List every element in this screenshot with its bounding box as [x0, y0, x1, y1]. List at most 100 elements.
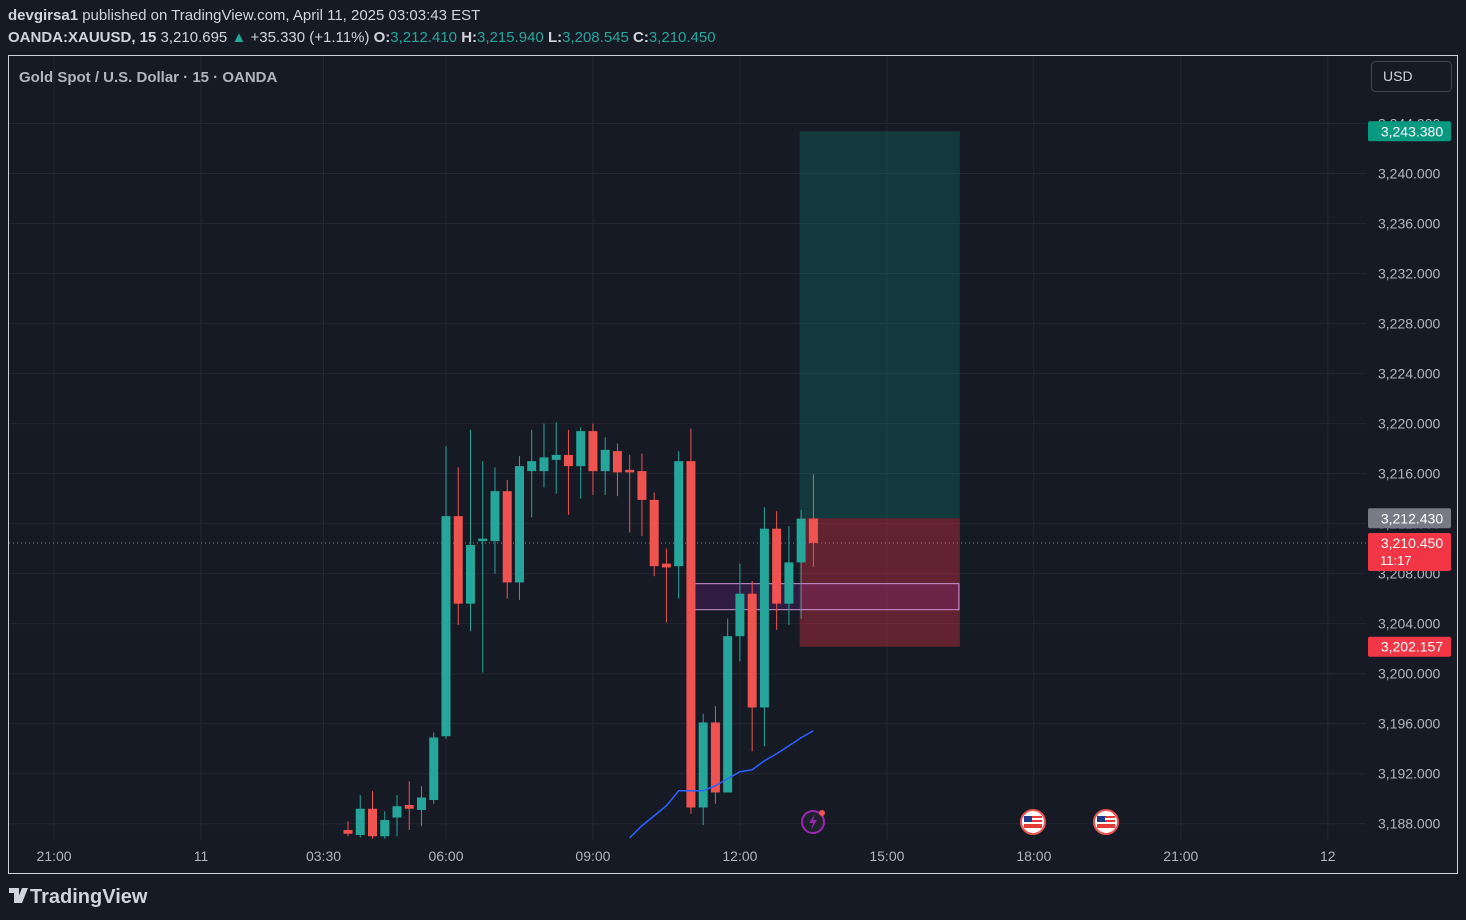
- flag-stripe: [1097, 822, 1115, 824]
- flag-stripe: [1097, 818, 1115, 820]
- y-tick-label: 3,236.000: [1378, 216, 1440, 232]
- l-label: L:: [547, 29, 563, 46]
- candle-body: [563, 454, 573, 467]
- x-tick-label: 03:30: [306, 848, 341, 864]
- l: 3,208.545: [562, 29, 629, 46]
- price-badge: [1368, 121, 1451, 142]
- o: 3,212.410: [390, 29, 458, 46]
- x-tick-label: 12:00: [722, 848, 757, 864]
- candle-body: [404, 804, 414, 809]
- candle-body: [502, 491, 512, 583]
- y-tick-label: 3,192.000: [1378, 766, 1440, 782]
- y-tick-label: 3,220.000: [1378, 416, 1440, 432]
- candle-body: [465, 544, 475, 604]
- candle-body: [367, 808, 377, 837]
- y-tick-label: 3,224.000: [1378, 366, 1440, 382]
- candle-body: [649, 499, 659, 567]
- event-bolt: [809, 814, 817, 830]
- event-icons: [801, 809, 1119, 835]
- y-tick-label: 3,228.000: [1378, 316, 1440, 332]
- candle-body: [723, 636, 733, 793]
- event-dot: [819, 810, 825, 816]
- currency-label: USD: [1383, 68, 1413, 84]
- x-tick-label: 18:00: [1016, 848, 1051, 864]
- y-tick-label: 3,204.000: [1378, 616, 1440, 632]
- y-tick-label: 3,196.000: [1378, 716, 1440, 732]
- candle-body: [686, 461, 696, 808]
- x-tick-label: 06:00: [428, 848, 463, 864]
- flag-stripe: [1024, 818, 1042, 820]
- candle-body: [661, 563, 671, 568]
- price-badge: [1368, 636, 1451, 657]
- author[interactable]: devgirsa1: [8, 7, 79, 24]
- candle-body: [429, 737, 439, 800]
- zone-rect: [693, 583, 960, 611]
- x-tick-label: 21:00: [1163, 848, 1198, 864]
- price-badge-label: 3,210.450: [1381, 535, 1443, 551]
- candle-body: [588, 431, 598, 472]
- candle-body: [453, 516, 463, 604]
- price: 3,210.695: [160, 29, 228, 46]
- candle-body: [747, 593, 757, 708]
- candle-body: [551, 454, 561, 460]
- candle-body: [416, 797, 426, 810]
- logo-mark: [9, 888, 28, 903]
- x-tick-label: 11: [194, 848, 209, 864]
- price-badge: [1368, 533, 1451, 572]
- o-label: O:: [373, 29, 391, 46]
- candle-body: [539, 457, 549, 472]
- y-tick-label: 3,200.000: [1378, 666, 1440, 682]
- candle-body: [796, 518, 806, 563]
- candle-body: [784, 562, 794, 604]
- stop-zone: [799, 518, 960, 647]
- symbol: OANDA:XAUUSD, 15: [8, 29, 157, 46]
- h: 3,215.940: [477, 29, 544, 46]
- candle-body: [478, 538, 488, 542]
- x-tick-label: 15:00: [869, 848, 904, 864]
- logo-text: TradingView: [30, 886, 148, 908]
- candle-body: [355, 808, 365, 835]
- flag-canton: [1024, 816, 1032, 822]
- target-zone: [799, 131, 960, 519]
- candle-body: [625, 469, 635, 473]
- price-badge-label: 3,243.380: [1381, 123, 1443, 139]
- x-tick-label: 09:00: [575, 848, 610, 864]
- candle-body: [380, 819, 390, 837]
- x-tick-label: 21:00: [37, 848, 72, 864]
- arrow: ▲: [231, 29, 247, 46]
- logo[interactable]: TradingView: [9, 886, 148, 908]
- chart-title: Gold Spot / U.S. Dollar · 15 · OANDA: [19, 69, 278, 86]
- candle-body: [343, 829, 353, 834]
- publish-line: devgirsa1 published on TradingView.com, …: [8, 7, 480, 24]
- candle-body: [674, 461, 684, 567]
- candle-body: [490, 491, 500, 542]
- y-tick-label: 3,240.000: [1378, 166, 1440, 182]
- countdown-label: 11:17: [1380, 553, 1412, 568]
- candle-body: [637, 471, 647, 500]
- x-tick-label: 12: [1320, 848, 1336, 864]
- c: 3,210.450: [648, 29, 716, 46]
- c-label: C:: [633, 29, 649, 46]
- candle-body: [772, 528, 782, 604]
- candle-body: [527, 461, 537, 472]
- price-badge-label: 3,202.157: [1381, 639, 1443, 655]
- change: +35.330 (+1.11%): [250, 29, 370, 46]
- flag-stripe: [1024, 822, 1042, 824]
- currency-button[interactable]: [1371, 61, 1452, 92]
- candle-body: [735, 593, 745, 637]
- ohlc-line: OANDA:XAUUSD, 15 3,210.695 ▲ +35.330 (+1…: [8, 29, 716, 46]
- plot: [9, 56, 1366, 840]
- candle-body: [612, 451, 622, 473]
- candle-body: [514, 466, 524, 583]
- indicator-line: [629, 730, 814, 839]
- candle-body: [759, 528, 769, 708]
- frame: [8, 55, 1458, 874]
- candle-body: [600, 449, 610, 472]
- y-tick-label: 3,188.000: [1378, 816, 1440, 832]
- published: published on TradingView.com, April 11, …: [82, 7, 481, 24]
- candle-body: [576, 431, 586, 467]
- candle-body: [441, 516, 451, 737]
- price-badge-label: 3,212.430: [1381, 510, 1443, 526]
